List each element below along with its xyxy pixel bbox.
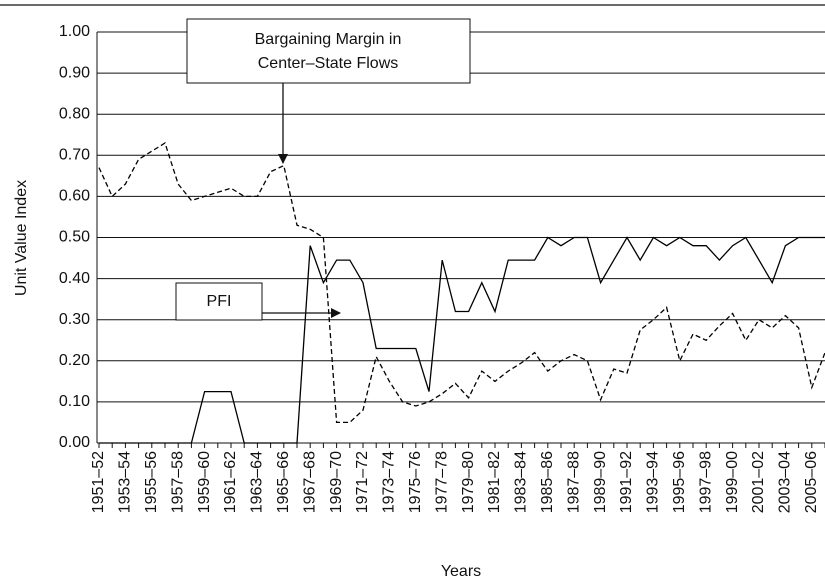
annotation-box bbox=[186, 18, 471, 84]
x-tick-label: 1999–00 bbox=[724, 451, 741, 513]
annotation-box bbox=[175, 282, 263, 321]
x-tick-label: 1977–78 bbox=[433, 451, 450, 513]
x-tick-label: 1963–64 bbox=[249, 451, 266, 513]
x-tick-label: 1965–66 bbox=[275, 451, 292, 513]
x-tick-label: 1953–54 bbox=[117, 451, 134, 513]
x-tick-label: 2005–06 bbox=[803, 451, 820, 513]
y-tick-label: 0.40 bbox=[59, 270, 90, 287]
y-tick-label: 0.80 bbox=[59, 105, 90, 122]
y-axis-title: Unit Value Index bbox=[13, 180, 30, 296]
y-tick-label: 0.60 bbox=[59, 188, 90, 205]
y-tick-label: 0.00 bbox=[59, 434, 90, 451]
x-tick-label: 1985–86 bbox=[539, 451, 556, 513]
annotation-text: Bargaining Margin in bbox=[255, 31, 402, 48]
y-tick-label: 0.70 bbox=[59, 147, 90, 164]
x-tick-label: 1957–58 bbox=[169, 451, 186, 513]
x-tick-label: 1979–80 bbox=[460, 451, 477, 513]
x-tick-label: 1989–90 bbox=[592, 451, 609, 513]
y-tick-label: 0.50 bbox=[59, 229, 90, 246]
annotation-text: Center–State Flows bbox=[258, 55, 399, 72]
x-tick-label: 1973–74 bbox=[381, 451, 398, 513]
y-tick-label: 0.20 bbox=[59, 352, 90, 369]
x-tick-label: 1955–56 bbox=[143, 451, 160, 513]
y-tick-label: 0.30 bbox=[59, 311, 90, 328]
series-line bbox=[98, 142, 825, 424]
annotation-text: PFI bbox=[207, 293, 232, 310]
x-tick-label: 1981–82 bbox=[486, 451, 503, 513]
x-tick-label: 1959–60 bbox=[196, 451, 213, 513]
x-tick-label: 2003–04 bbox=[777, 451, 794, 513]
x-tick-label: 1951–52 bbox=[90, 451, 107, 513]
x-tick-label: 1971–72 bbox=[354, 451, 371, 513]
x-tick-label: 1975–76 bbox=[407, 451, 424, 513]
x-tick-label: 1995–96 bbox=[671, 451, 688, 513]
series-line bbox=[99, 236, 825, 444]
x-tick-label: 1997–98 bbox=[697, 451, 714, 513]
x-tick-label: 1983–84 bbox=[513, 451, 530, 513]
x-tick-label: 1961–62 bbox=[222, 451, 239, 513]
y-tick-label: 0.10 bbox=[59, 393, 90, 410]
plot-area: 0.00 0.10 0.20 0.30 0.40 0.50 0.60 0.70 0.80 0.90… bbox=[59, 23, 825, 513]
x-tick-label: 2001–02 bbox=[750, 451, 767, 513]
y-tick-label: 0.90 bbox=[59, 64, 90, 81]
x-tick-label: 1993–94 bbox=[645, 451, 662, 513]
x-tick-label: 1991–92 bbox=[618, 451, 635, 513]
x-tick-label: 1967–68 bbox=[301, 451, 318, 513]
x-tick-label: 1987–88 bbox=[565, 451, 582, 513]
y-tick-label: 1.00 bbox=[59, 23, 90, 40]
x-tick-label: 1969–70 bbox=[328, 451, 345, 513]
x-axis-title: Years bbox=[441, 563, 481, 580]
